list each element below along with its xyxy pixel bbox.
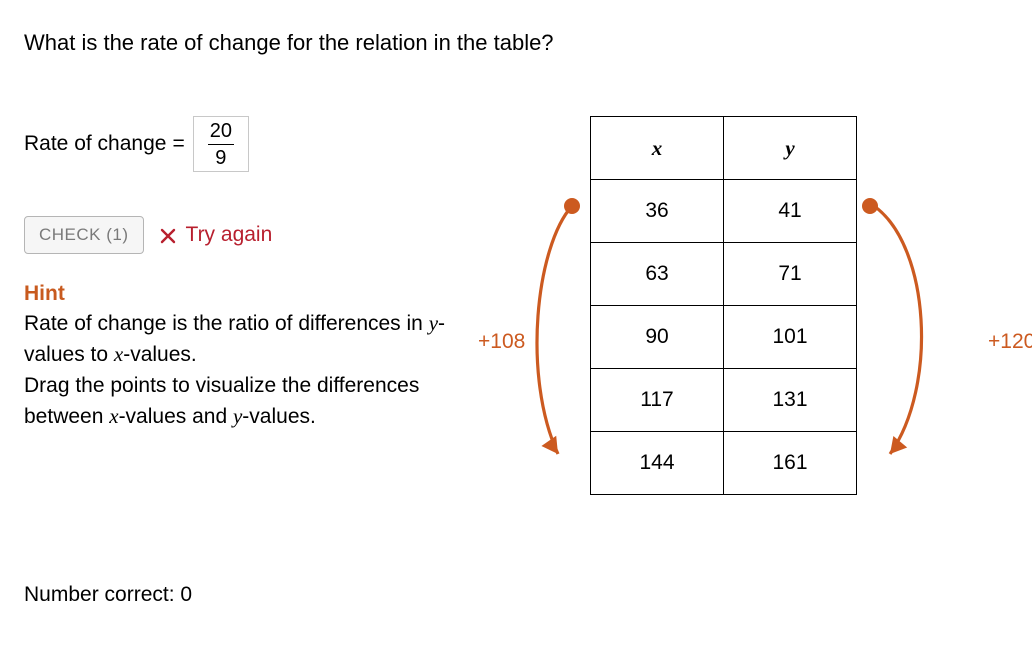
hint-body: Rate of change is the ratio of differenc…: [24, 308, 464, 433]
table-row: 36 41: [591, 180, 857, 243]
rate-of-change-label: Rate of change: [24, 132, 166, 156]
delta-x-label: +108: [478, 330, 525, 354]
cell-y: 71: [724, 243, 857, 306]
answer-numerator: 20: [208, 120, 234, 142]
cell-x: 63: [591, 243, 724, 306]
cell-x: 144: [591, 432, 724, 495]
table-visualization: x y 36 41 63 71 90 101: [464, 116, 1008, 546]
delta-y-label: +120: [988, 330, 1032, 354]
answer-input[interactable]: 20 9: [193, 116, 249, 172]
col-header-y: y: [724, 117, 857, 180]
data-table: x y 36 41 63 71 90 101: [590, 116, 857, 495]
answer-denominator: 9: [213, 147, 228, 169]
score-line: Number correct: 0: [24, 583, 192, 607]
rate-of-change-row: Rate of change = 20 9: [24, 116, 464, 172]
table-row: 117 131: [591, 369, 857, 432]
cell-x: 117: [591, 369, 724, 432]
equals-sign: =: [172, 132, 184, 156]
cell-y: 161: [724, 432, 857, 495]
cell-x: 90: [591, 306, 724, 369]
hint-title: Hint: [24, 282, 464, 306]
cell-x: 36: [591, 180, 724, 243]
cell-y: 101: [724, 306, 857, 369]
question-text: What is the rate of change for the relat…: [24, 30, 1008, 56]
x-icon: [160, 226, 178, 244]
cell-y: 41: [724, 180, 857, 243]
table-row: 63 71: [591, 243, 857, 306]
col-header-x: x: [591, 117, 724, 180]
cell-y: 131: [724, 369, 857, 432]
score-label: Number correct:: [24, 583, 180, 606]
score-value: 0: [180, 583, 192, 606]
table-row: 144 161: [591, 432, 857, 495]
try-again-message: Try again: [160, 223, 273, 247]
arrow-right-icon: [856, 206, 946, 466]
table-row: 90 101: [591, 306, 857, 369]
arrow-left-icon: [528, 206, 598, 466]
check-button[interactable]: CHECK (1): [24, 216, 144, 254]
try-again-text: Try again: [186, 223, 273, 247]
answer-fraction: 20 9: [208, 120, 234, 169]
